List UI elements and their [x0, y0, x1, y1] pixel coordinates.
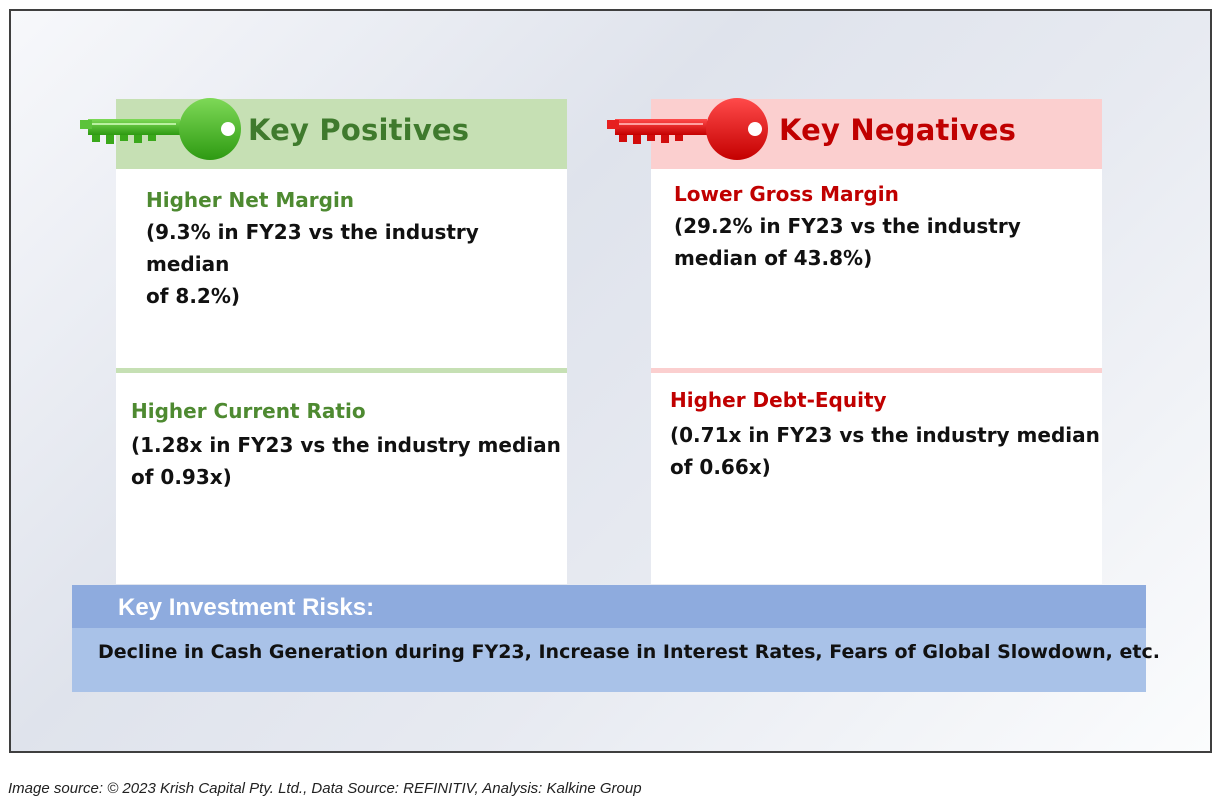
negative-item-body: (0.71x in FY23 vs the industry median of… [670, 419, 1100, 483]
negative-card-gross-margin: Lower Gross Margin (29.2% in FY23 vs the… [651, 169, 1102, 368]
positive-item-body-line: (1.28x in FY23 vs the industry median [131, 433, 561, 457]
positive-item-title: Higher Current Ratio [131, 399, 366, 423]
positive-item-body: (1.28x in FY23 vs the industry median of… [131, 429, 561, 493]
negative-item-title: Higher Debt-Equity [670, 388, 887, 412]
key-positives-title: Key Positives [248, 113, 470, 147]
negative-item-body: (29.2% in FY23 vs the industry median of… [674, 210, 1021, 274]
positive-card-net-margin: Higher Net Margin (9.3% in FY23 vs the i… [116, 169, 567, 368]
green-key-icon [80, 98, 241, 160]
negative-item-title: Lower Gross Margin [674, 182, 899, 206]
image-source-caption: Image source: © 2023 Krish Capital Pty. … [8, 780, 642, 797]
negative-card-debt-equity: Higher Debt-Equity (0.71x in FY23 vs the… [651, 368, 1102, 584]
positive-item-body-line: of 0.93x) [131, 465, 232, 489]
positive-card-current-ratio: Higher Current Ratio (1.28x in FY23 vs t… [116, 368, 567, 584]
key-investment-risks-text: Decline in Cash Generation during FY23, … [98, 641, 1160, 663]
negative-item-body-line: (0.71x in FY23 vs the industry median [670, 423, 1100, 447]
key-investment-risks-box: Key Investment Risks: Decline in Cash Ge… [72, 585, 1160, 692]
negative-item-body-line: of 0.66x) [670, 455, 771, 479]
positive-item-body: (9.3% in FY23 vs the industry median of … [146, 216, 567, 312]
key-investment-risks-title: Key Investment Risks: [118, 594, 375, 621]
key-negatives-title: Key Negatives [779, 113, 1017, 147]
positive-item-body-line: of 8.2%) [146, 284, 241, 308]
key-investment-risks-header: Key Investment Risks: [72, 585, 1146, 628]
red-key-icon [607, 98, 768, 160]
negative-item-body-line: (29.2% in FY23 vs the industry [674, 214, 1021, 238]
positive-item-title: Higher Net Margin [146, 188, 355, 212]
positive-item-body-line: (9.3% in FY23 vs the industry median [146, 220, 479, 276]
negative-item-body-line: median of 43.8%) [674, 246, 873, 270]
